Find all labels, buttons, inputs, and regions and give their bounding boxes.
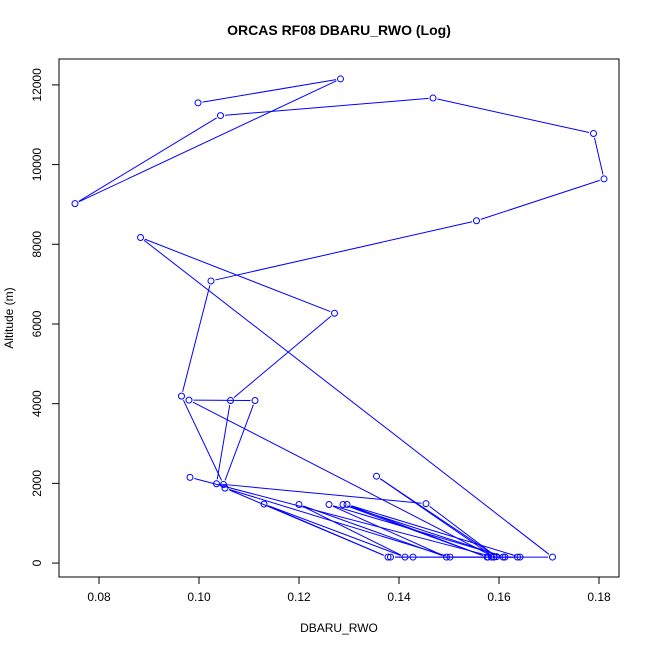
data-point [600,175,608,183]
data-point [220,481,227,489]
series-segment [78,117,217,202]
y-tick-label: 6000 [30,310,44,337]
y-tick-label: 12000 [30,68,44,102]
data-point [339,500,347,508]
data-point [194,99,202,107]
data-point [443,553,450,561]
data-point [429,94,437,102]
series-segment [194,478,490,557]
data-point [384,553,392,561]
series-segment [429,505,494,555]
data-point [499,553,507,561]
data-point [217,112,224,120]
x-tick-label: 0.12 [287,590,311,604]
data-point [490,553,498,561]
data-point [409,553,417,561]
y-tick-label: 2000 [30,470,44,497]
data-point [488,553,495,561]
data-point [178,392,185,400]
series-segment [182,285,211,392]
series-layer [71,75,608,561]
x-tick-label: 0.14 [387,590,411,604]
data-point [221,484,229,492]
data-point [501,553,509,561]
y-tick-label: 8000 [30,231,44,258]
series-segment [351,505,483,556]
x-tick-label: 0.10 [187,590,211,604]
data-point [343,500,351,508]
y-tick-label: 4000 [30,390,44,417]
data-point [446,553,454,561]
series-segment [268,505,401,556]
x-axis: 0.08 0.10 0.12 0.14 0.16 0.18 [87,577,611,604]
data-point [590,130,597,138]
series-segment [182,399,223,481]
data-point [387,553,394,561]
y-tick-label: 10000 [30,148,44,182]
y-axis-label: Altitude (m) [2,287,16,348]
data-point [295,500,303,508]
series-segment [202,79,337,103]
series-segment [220,483,422,504]
series-segment [437,98,590,134]
data-point [549,553,556,561]
series-segment [267,505,385,556]
series-segment [78,80,337,203]
y-tick-label: 0 [30,559,44,566]
x-tick-label: 0.16 [487,590,511,604]
x-tick-label: 0.08 [87,590,111,604]
y-axis: 0 2000 4000 6000 8000 10000 12000 [30,68,59,566]
series-segment [379,478,494,555]
series-segment [233,315,332,398]
data-point [71,200,79,208]
data-point [213,480,220,488]
series-segment [224,97,429,116]
series-segment [229,488,446,557]
data-point [473,217,480,225]
data-point [251,396,259,404]
data-point [373,472,380,480]
data-point [514,553,521,561]
series-segment [480,179,600,220]
chart-title: ORCAS RF08 DBARU_RWO (Log) [227,22,451,38]
data-point [260,500,268,508]
data-point [516,553,524,561]
data-point [493,553,500,561]
data-point [331,309,338,317]
x-axis-label: DBARU_RWO [300,621,378,635]
plot-frame [58,58,620,578]
data-point [337,75,344,83]
series-segment [332,505,443,556]
series-segment [302,506,402,556]
series-segment [351,505,516,557]
series-segment [594,137,604,175]
data-point [325,500,333,508]
data-point [227,396,234,404]
series-segment [144,238,331,313]
series-segment [192,401,491,556]
series-segment [224,404,254,481]
data-point [207,277,215,285]
x-tick-label: 0.18 [587,590,611,604]
data-point [401,553,409,561]
data-point [422,500,430,508]
series-segment [215,221,473,281]
data-point [186,473,194,481]
series-segment [143,239,550,555]
series-segment [303,505,443,557]
series-segment [216,404,231,480]
data-point [137,234,144,242]
data-point [185,396,193,404]
